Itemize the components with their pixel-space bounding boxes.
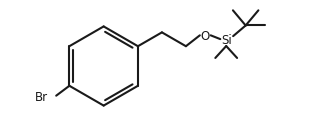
Text: Si: Si (221, 34, 232, 47)
Text: Br: Br (35, 91, 48, 104)
Text: O: O (200, 30, 210, 43)
